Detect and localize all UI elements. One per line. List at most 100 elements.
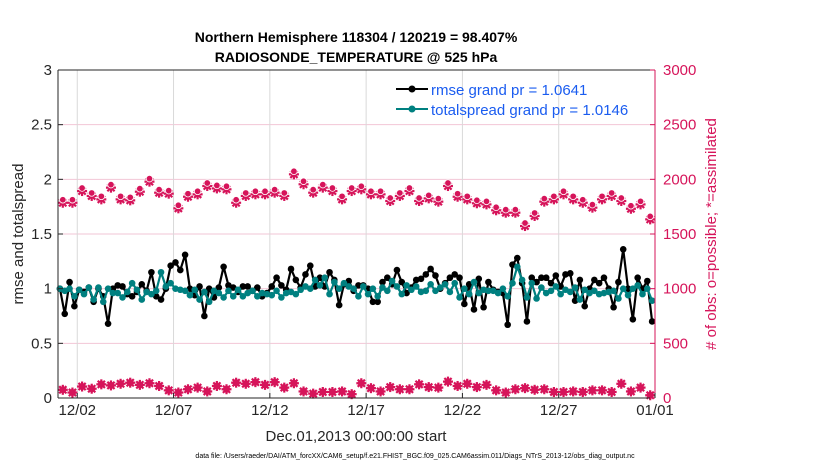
obs-possible-point: [67, 196, 78, 208]
obs-possible-point: [356, 182, 367, 195]
grid: [58, 70, 655, 398]
obs-assimilated-point: [433, 382, 444, 393]
totalspread-point: [557, 290, 564, 298]
rmse-point: [451, 271, 459, 278]
obs-possible-point: [57, 196, 68, 208]
possible-circle: [521, 219, 529, 227]
rmse-point: [470, 306, 478, 313]
rmse-point: [504, 321, 511, 329]
possible-circle: [579, 196, 587, 204]
obs-possible-point: [346, 184, 357, 197]
assimilated-diamond: [183, 384, 193, 394]
possible-circle: [261, 187, 269, 196]
rmse-point: [576, 276, 584, 284]
obs-assimilated-point: [125, 377, 136, 388]
rmse-point: [369, 298, 377, 306]
obs-possible-point: [269, 185, 280, 198]
y-tick-label-left: 2: [44, 171, 52, 188]
obs-assimilated-point: [154, 380, 165, 391]
obs-assimilated-point: [337, 386, 348, 397]
totalspread-point: [66, 285, 73, 292]
obs-assimilated-point: [597, 385, 608, 396]
rmse-point: [128, 293, 136, 300]
y-tick-label-right: 1000: [663, 281, 696, 298]
possible-circle: [425, 191, 433, 200]
possible-circle: [396, 189, 404, 197]
rmse-point: [446, 274, 454, 282]
totalspread-point: [196, 296, 203, 303]
obs-assimilated-point: [491, 385, 502, 396]
possible-circle: [463, 192, 471, 201]
possible-circle: [309, 185, 317, 194]
obs-assimilated-point: [240, 378, 251, 389]
totalspread-point: [114, 289, 121, 297]
totalspread-point: [350, 285, 357, 292]
possible-circle: [415, 194, 423, 202]
totalspread-point: [538, 284, 545, 291]
rmse-point: [268, 283, 276, 290]
rmse-point: [475, 275, 483, 283]
assimilated-diamond: [558, 387, 569, 397]
rmse-point: [615, 278, 622, 286]
totalspread-point: [427, 280, 434, 288]
possible-circle: [607, 189, 616, 197]
rmse-point: [514, 254, 521, 262]
rmse-point: [196, 283, 203, 290]
totalspread-point: [80, 290, 88, 298]
legend-spread-marker: [408, 105, 416, 113]
x-tick-label: 12/02: [58, 402, 96, 419]
totalspread-point: [201, 288, 208, 296]
totalspread-point: [133, 286, 141, 294]
obs-possible-point: [250, 187, 261, 200]
obs-possible-point: [154, 185, 165, 198]
totalspread-point: [388, 277, 396, 285]
rmse-point: [254, 284, 261, 291]
totalspread-point: [104, 285, 112, 292]
rmse-point: [557, 283, 564, 290]
obs-assimilated-point: [356, 378, 367, 389]
rmse-point: [595, 279, 603, 287]
totalspread-point: [239, 293, 247, 300]
y-tick-label-right: 2000: [663, 171, 696, 188]
rmse-point: [634, 274, 641, 282]
totalspread-point: [408, 286, 415, 294]
totalspread-point: [509, 279, 516, 287]
totalspread-point: [95, 284, 102, 291]
obs-possible-point: [404, 184, 415, 197]
possible-circle: [126, 193, 134, 202]
obs-assimilated-point: [211, 380, 222, 391]
legend-rmse-marker: [408, 85, 416, 93]
obs-possible-point: [481, 197, 492, 210]
rmse-point: [542, 274, 550, 282]
obs-possible-point: [375, 187, 386, 200]
obs-assimilated-point: [134, 379, 145, 390]
obs-assimilated-point: [385, 382, 396, 393]
obs-possible-point: [645, 212, 656, 225]
rmse-point: [172, 259, 179, 266]
obs-possible-point: [414, 194, 425, 206]
rmse-point: [138, 280, 146, 288]
rmse-point: [287, 265, 295, 273]
obs-possible-point: [500, 205, 511, 218]
obs-assimilated-point: [558, 386, 569, 397]
totalspread-point: [369, 285, 377, 292]
y-tick-label-right: 3000: [663, 62, 696, 79]
totalspread-point: [470, 278, 478, 286]
possible-circle: [530, 209, 539, 217]
totalspread-point: [571, 284, 579, 291]
rmse-point: [393, 266, 401, 274]
obs-possible-point: [115, 192, 126, 205]
possible-circle: [174, 201, 183, 210]
assimilated-diamond: [193, 383, 203, 393]
rmse-point: [417, 275, 425, 283]
obs-assimilated-point: [587, 385, 598, 396]
rmse-point: [528, 274, 536, 282]
obs-assimilated-point: [606, 386, 617, 397]
obs-possible-point: [192, 187, 203, 200]
assimilated-diamond: [510, 384, 520, 394]
series-layer: [56, 167, 656, 401]
obs-possible-point: [625, 202, 636, 214]
obs-assimilated-point: [414, 379, 425, 390]
possible-circle: [559, 187, 568, 196]
